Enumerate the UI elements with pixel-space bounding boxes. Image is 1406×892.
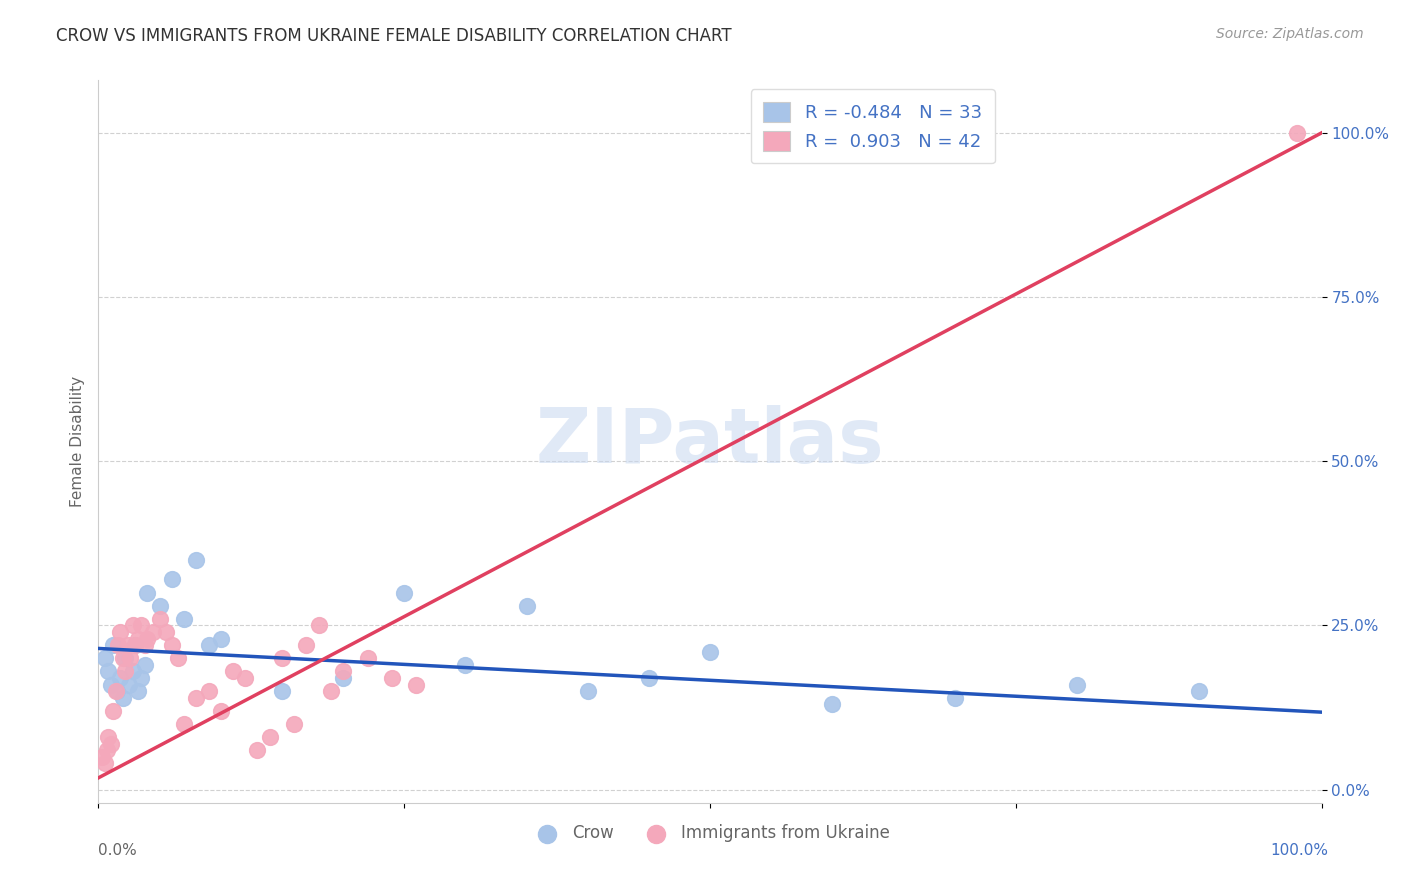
Point bbox=[319, 684, 342, 698]
Point bbox=[101, 704, 124, 718]
Point bbox=[93, 756, 115, 771]
Y-axis label: Female Disability: Female Disability bbox=[69, 376, 84, 508]
Point bbox=[637, 671, 661, 685]
Point bbox=[197, 638, 219, 652]
Point bbox=[100, 677, 122, 691]
Legend: Crow, Immigrants from Ukraine: Crow, Immigrants from Ukraine bbox=[524, 817, 896, 848]
Point bbox=[105, 684, 128, 698]
Point bbox=[222, 665, 245, 679]
Point bbox=[454, 657, 477, 672]
Point bbox=[100, 737, 122, 751]
Point bbox=[118, 677, 141, 691]
Point bbox=[197, 684, 219, 698]
Point bbox=[515, 599, 537, 613]
Point bbox=[160, 638, 183, 652]
Point bbox=[356, 651, 378, 665]
Text: 100.0%: 100.0% bbox=[1271, 843, 1329, 858]
Point bbox=[110, 671, 132, 685]
Point bbox=[97, 730, 120, 744]
Point bbox=[121, 618, 143, 632]
Text: Source: ZipAtlas.com: Source: ZipAtlas.com bbox=[1216, 27, 1364, 41]
Point bbox=[392, 585, 416, 599]
Point bbox=[117, 638, 139, 652]
Point bbox=[283, 717, 305, 731]
Point bbox=[259, 730, 281, 744]
Point bbox=[173, 717, 195, 731]
Point bbox=[167, 651, 190, 665]
Point bbox=[97, 665, 120, 679]
Point bbox=[155, 625, 177, 640]
Point bbox=[405, 677, 427, 691]
Point bbox=[149, 612, 172, 626]
Point bbox=[1188, 684, 1211, 698]
Point bbox=[173, 612, 195, 626]
Point bbox=[134, 657, 156, 672]
Text: CROW VS IMMIGRANTS FROM UKRAINE FEMALE DISABILITY CORRELATION CHART: CROW VS IMMIGRANTS FROM UKRAINE FEMALE D… bbox=[56, 27, 733, 45]
Point bbox=[270, 684, 294, 698]
Point bbox=[111, 651, 134, 665]
Point bbox=[124, 638, 146, 652]
Point bbox=[943, 690, 966, 705]
Point bbox=[124, 638, 146, 652]
Point bbox=[127, 632, 149, 646]
Point bbox=[295, 638, 318, 652]
Point bbox=[246, 743, 269, 757]
Point bbox=[134, 638, 156, 652]
Point bbox=[127, 684, 149, 698]
Point bbox=[699, 645, 721, 659]
Point bbox=[381, 671, 404, 685]
Point bbox=[120, 651, 142, 665]
Point bbox=[209, 632, 232, 646]
Point bbox=[129, 671, 152, 685]
Point bbox=[149, 599, 172, 613]
Point bbox=[160, 573, 183, 587]
Point bbox=[142, 625, 165, 640]
Point bbox=[121, 665, 143, 679]
Point bbox=[209, 704, 232, 718]
Point bbox=[270, 651, 294, 665]
Point bbox=[96, 743, 118, 757]
Point bbox=[114, 665, 136, 679]
Point bbox=[93, 651, 115, 665]
Point bbox=[136, 632, 159, 646]
Point bbox=[186, 690, 208, 705]
Point bbox=[332, 671, 354, 685]
Point bbox=[821, 698, 844, 712]
Point bbox=[104, 684, 127, 698]
Point bbox=[186, 553, 208, 567]
Point bbox=[114, 651, 136, 665]
Point bbox=[110, 625, 132, 640]
Point bbox=[111, 690, 134, 705]
Point bbox=[1066, 677, 1088, 691]
Point bbox=[129, 618, 152, 632]
Point bbox=[107, 638, 129, 652]
Point bbox=[233, 671, 256, 685]
Point bbox=[91, 749, 114, 764]
Text: 0.0%: 0.0% bbox=[98, 843, 138, 858]
Point bbox=[332, 665, 354, 679]
Point bbox=[576, 684, 599, 698]
Point bbox=[136, 585, 159, 599]
Text: ZIPatlas: ZIPatlas bbox=[536, 405, 884, 478]
Point bbox=[101, 638, 124, 652]
Point bbox=[308, 618, 330, 632]
Point bbox=[1286, 126, 1309, 140]
